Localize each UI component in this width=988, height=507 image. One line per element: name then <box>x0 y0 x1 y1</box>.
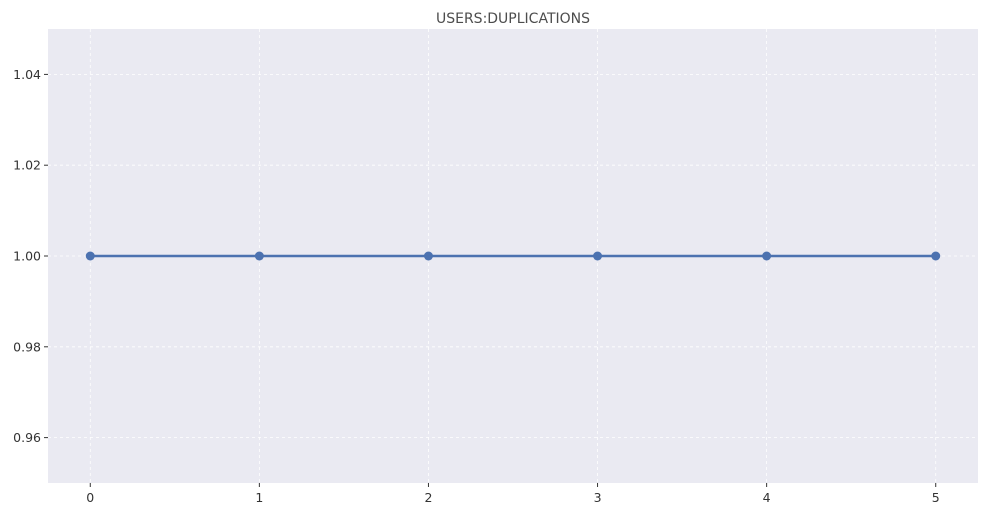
data-point <box>931 251 941 261</box>
x-tick-label: 5 <box>932 490 940 505</box>
y-tick-label: 1.02 <box>13 158 41 173</box>
y-tick-label: 1.00 <box>13 249 41 264</box>
chart-title: USERS:DUPLICATIONS <box>436 11 590 27</box>
data-point <box>254 251 264 261</box>
axes: 0 1 2 3 4 5 0.96 0.98 1.00 1.02 1.04 <box>13 67 940 505</box>
data-point <box>423 251 433 261</box>
x-tick-label: 4 <box>763 490 771 505</box>
x-tick-label: 0 <box>86 490 94 505</box>
data-point <box>762 251 772 261</box>
y-tick-label: 0.98 <box>13 339 41 354</box>
series-layer <box>85 251 941 261</box>
x-tick-label: 3 <box>594 490 602 505</box>
x-tick-label: 1 <box>255 490 263 505</box>
x-tick-label: 2 <box>424 490 432 505</box>
data-point <box>593 251 603 261</box>
data-point <box>85 251 95 261</box>
y-tick-label: 0.96 <box>13 430 41 445</box>
y-tick-label: 1.04 <box>13 67 41 82</box>
